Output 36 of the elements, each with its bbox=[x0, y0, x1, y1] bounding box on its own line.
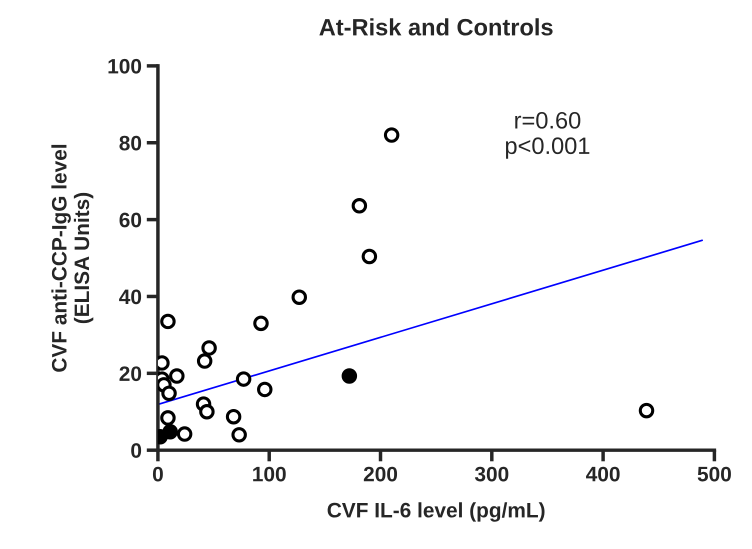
x-tick-label: 500 bbox=[698, 466, 731, 482]
point bbox=[342, 368, 358, 384]
point bbox=[226, 409, 242, 424]
point bbox=[253, 316, 269, 332]
point bbox=[161, 386, 177, 402]
x-tick-label: 400 bbox=[586, 466, 620, 482]
point bbox=[201, 340, 217, 356]
point bbox=[638, 402, 654, 418]
y-tick-label: 0 bbox=[131, 443, 142, 458]
point bbox=[292, 289, 308, 305]
point bbox=[257, 382, 273, 398]
y-axis-title: CVF anti-CCP-IgG level (ELISA Units) bbox=[51, 144, 94, 372]
y-tick-label: 40 bbox=[119, 289, 142, 304]
x-tick-label: 300 bbox=[474, 466, 508, 482]
annotation: r=0.60 p<0.001 bbox=[506, 112, 590, 159]
point bbox=[231, 427, 247, 443]
x-tick-label: 200 bbox=[364, 466, 398, 482]
chart-title: At-Risk and Controls bbox=[319, 18, 553, 36]
point bbox=[176, 426, 192, 442]
point bbox=[362, 248, 378, 264]
y-tick-label: 80 bbox=[119, 136, 142, 150]
point bbox=[199, 404, 215, 420]
x-tick-label: 100 bbox=[253, 466, 286, 482]
point bbox=[196, 353, 212, 369]
point bbox=[162, 424, 178, 440]
point bbox=[352, 198, 368, 214]
point bbox=[384, 127, 400, 143]
y-tick-label: 20 bbox=[120, 366, 142, 382]
x-axis-title: CVF IL-6 level (pg/mL) bbox=[328, 502, 545, 522]
x-tick-label: 0 bbox=[152, 466, 163, 482]
point bbox=[169, 368, 185, 384]
point bbox=[160, 410, 176, 426]
point bbox=[160, 314, 176, 330]
point bbox=[236, 371, 252, 387]
y-tick-label: 60 bbox=[120, 212, 142, 228]
y-tick-label: 100 bbox=[108, 58, 142, 74]
